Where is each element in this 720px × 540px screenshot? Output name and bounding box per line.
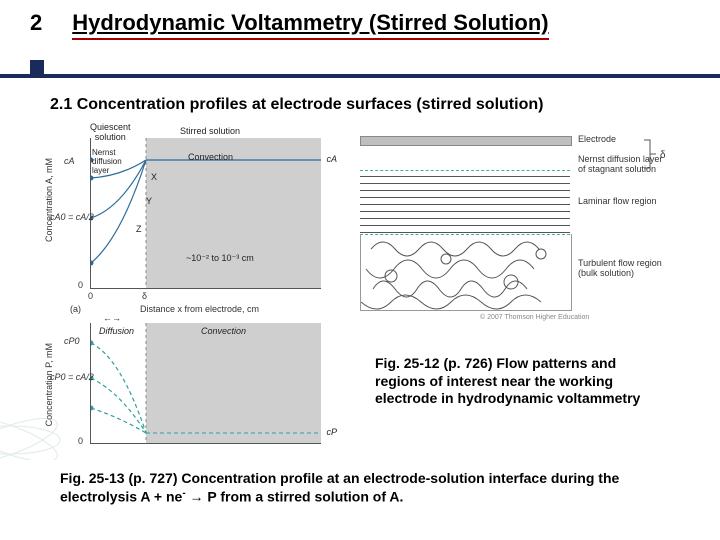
tick-b-cp: cP0 — [64, 336, 80, 346]
header-accent-square — [30, 60, 44, 74]
label-laminar: Laminar flow region — [578, 196, 657, 206]
label-turbulent: Turbulent flow region (bulk solution) — [578, 258, 662, 278]
curve-label-y: Y — [146, 196, 152, 206]
caption-figure-bottom: Fig. 25-13 (p. 727) Concentration profil… — [60, 470, 670, 506]
slide-decoration-icon — [0, 380, 70, 460]
cp-label: cP — [326, 427, 337, 437]
turbulent-region — [360, 234, 572, 311]
x-axis-label: Distance x from electrode, cm — [140, 304, 259, 314]
nernst-layer — [360, 144, 570, 171]
left-figure: Concentration A, mM Concentration P, mM … — [50, 128, 340, 458]
label-convection-b: Convection — [201, 326, 246, 336]
y-axis-label-a: Concentration A, mM — [44, 158, 54, 242]
section-subtitle: 2.1 Concentration profiles at electrode … — [50, 96, 543, 114]
label-nernst: ←→ — [103, 313, 121, 323]
copyright-note: © 2007 Thomson Higher Education — [480, 314, 589, 321]
range-note: ~10⁻² to 10⁻³ cm — [186, 253, 254, 264]
xtick-delta: δ — [142, 291, 147, 301]
tick-a-ca: cA — [64, 156, 75, 166]
ca-label: cA — [326, 154, 337, 164]
tick-a-half: cA0 = cA/2 — [50, 212, 94, 222]
page-title: Hydrodynamic Voltammetry (Stirred Soluti… — [72, 10, 548, 40]
delta-label: δ — [640, 138, 666, 174]
turbulent-swirls — [361, 234, 571, 310]
plot-b: ←→ Diffusion Convection cP — [90, 323, 321, 444]
label-nernst-text: Nernst diffusion layer — [92, 148, 122, 175]
curve-label-z: Z — [136, 224, 142, 234]
label-diffusion: Diffusion — [99, 326, 134, 336]
plot-b-curves — [91, 323, 321, 443]
header-rule — [0, 74, 720, 78]
curve-label-x: X — [151, 172, 157, 182]
tick-a-zero: 0 — [78, 280, 83, 290]
caption-figure-right: Fig. 25-12 (p. 726) Flow patterns and re… — [375, 355, 655, 408]
laminar-region — [360, 170, 570, 235]
slide-number: 2 — [30, 10, 42, 36]
caption-bottom-suffix: → P from a stirred solution of A. — [186, 488, 404, 504]
label-electrode: Electrode — [578, 134, 616, 144]
tick-b-zero: 0 — [78, 436, 83, 446]
panel-a-label: (a) — [70, 304, 81, 314]
label-stirred: Stirred solution — [180, 126, 240, 136]
label-convection-a: Convection — [188, 152, 233, 162]
figure-area: Concentration A, mM Concentration P, mM … — [50, 128, 670, 458]
right-figure: Electrode Nernst diffusion layer of stag… — [360, 128, 670, 328]
xtick-0: 0 — [88, 291, 93, 301]
